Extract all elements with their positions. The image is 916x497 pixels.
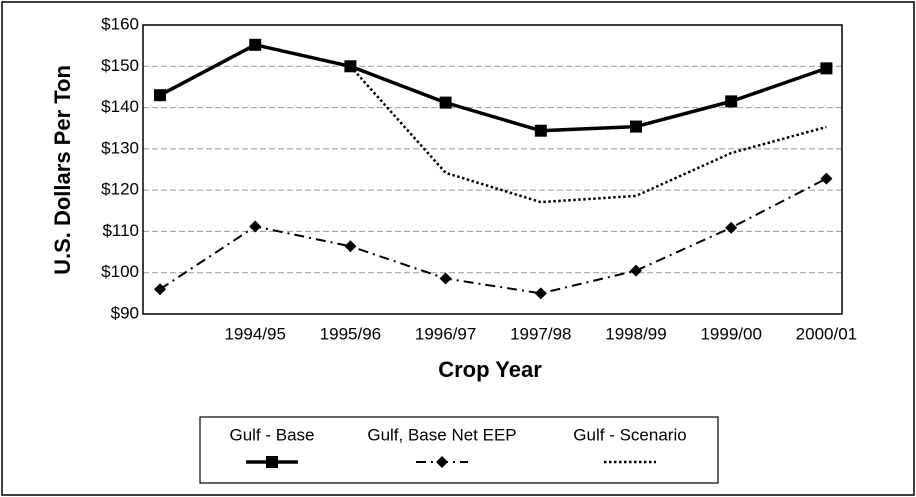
x-tick-label: 2000/01: [796, 324, 857, 343]
legend-label: Gulf - Scenario: [573, 425, 686, 444]
y-tick-label: $110: [102, 221, 139, 240]
marker-square: [249, 38, 262, 51]
marker-diamond: [725, 221, 738, 234]
y-tick-label: $160: [101, 14, 139, 33]
y-tick-label: $140: [101, 97, 139, 116]
y-tick-label: $120: [101, 180, 139, 199]
y-tick-label: $90: [111, 303, 139, 322]
marker-diamond: [249, 220, 262, 233]
legend-label: Gulf, Base Net EEP: [367, 425, 516, 444]
marker-square: [266, 456, 278, 468]
marker-square: [630, 120, 642, 133]
x-tick-label: 1994/95: [224, 324, 285, 343]
marker-square: [725, 95, 738, 108]
marker-diamond: [154, 283, 166, 296]
marker-diamond: [534, 287, 547, 300]
marker-diamond: [436, 456, 448, 468]
marker-square: [154, 89, 166, 102]
legend-box: [199, 416, 719, 484]
x-tick-label: 1997/98: [510, 324, 571, 343]
y-tick-label: $130: [101, 138, 139, 157]
x-axis-title: Crop Year: [438, 357, 542, 382]
marker-diamond: [344, 240, 357, 253]
x-tick-label: 1995/96: [320, 324, 381, 343]
y-axis-title: U.S. Dollars Per Ton: [50, 65, 75, 275]
plot-area: [142, 24, 843, 315]
marker-diamond: [820, 172, 833, 185]
marker-square: [534, 124, 547, 137]
x-tick-label: 1998/99: [605, 324, 666, 343]
x-tick-label: 1996/97: [415, 324, 476, 343]
x-tick-label: 1999/00: [700, 324, 761, 343]
marker-square: [820, 62, 833, 75]
series-line: [159, 177, 827, 295]
marker-diamond: [630, 264, 642, 277]
marker-square: [439, 96, 452, 109]
series-line: [349, 65, 827, 204]
series-line: [159, 43, 827, 133]
legend-label: Gulf - Base: [229, 425, 314, 444]
y-tick-label: $150: [101, 56, 139, 75]
marker-diamond: [439, 272, 452, 285]
y-tick-label: $100: [101, 262, 139, 281]
